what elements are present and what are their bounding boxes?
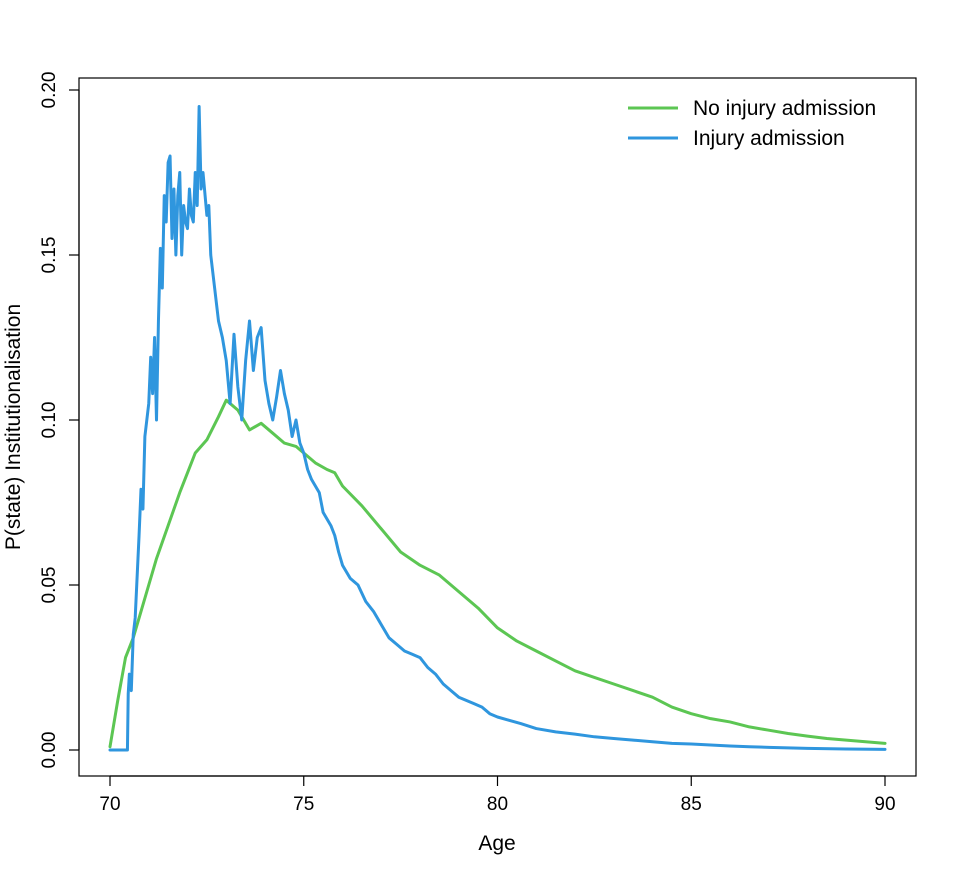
y-tick-label: 0.10: [39, 402, 60, 439]
legend-label-2: Injury admission: [693, 127, 845, 150]
y-tick-label: 0.00: [39, 732, 60, 769]
x-tick-label: 90: [874, 794, 895, 815]
x-tick-label: 75: [293, 794, 314, 815]
y-axis-title: P(state) Institutionalisation: [2, 304, 25, 550]
legend-label-1: No injury admission: [693, 97, 876, 120]
x-axis: 70 75 80 85 90: [99, 775, 896, 815]
y-tick-label: 0.05: [39, 567, 60, 604]
y-tick-label: 0.15: [39, 237, 60, 274]
series-line-2: [108, 105, 887, 752]
y-tick-label: 0.20: [39, 72, 60, 109]
legend: No injury admission Injury admission: [628, 97, 876, 150]
y-axis: 0.00 0.05 0.10 0.15 0.20: [39, 72, 80, 769]
x-tick-label: 80: [487, 794, 508, 815]
x-tick-label: 70: [99, 794, 120, 815]
x-axis-title: Age: [478, 832, 515, 855]
series-line-1: [108, 398, 887, 749]
x-tick-label: 85: [681, 794, 702, 815]
series-layer: [108, 105, 887, 752]
